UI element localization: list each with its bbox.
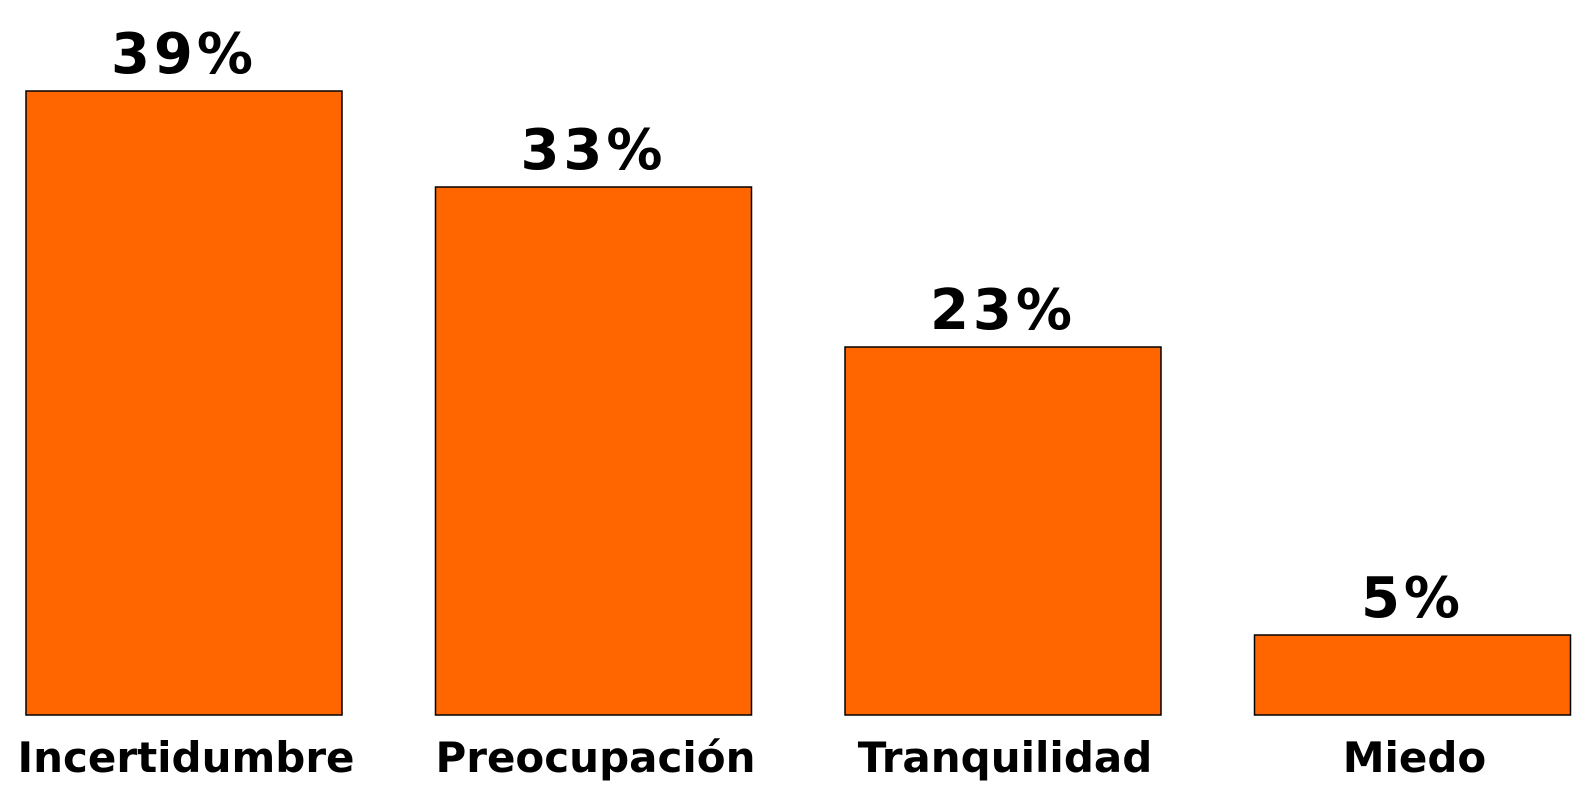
x-tick-label: Preocupación [435,733,755,782]
value-label: 33% [520,118,666,183]
value-label: 5% [1361,566,1464,631]
value-label: 23% [930,278,1076,343]
value-label: 39% [111,22,257,87]
bar [434,186,753,716]
bar [1253,634,1572,716]
bar [844,346,1162,716]
x-tick-label: Incertidumbre [17,733,354,782]
bar [25,90,343,716]
x-tick-label: Miedo [1343,733,1487,782]
x-tick-label: Tranquilidad [858,733,1153,782]
